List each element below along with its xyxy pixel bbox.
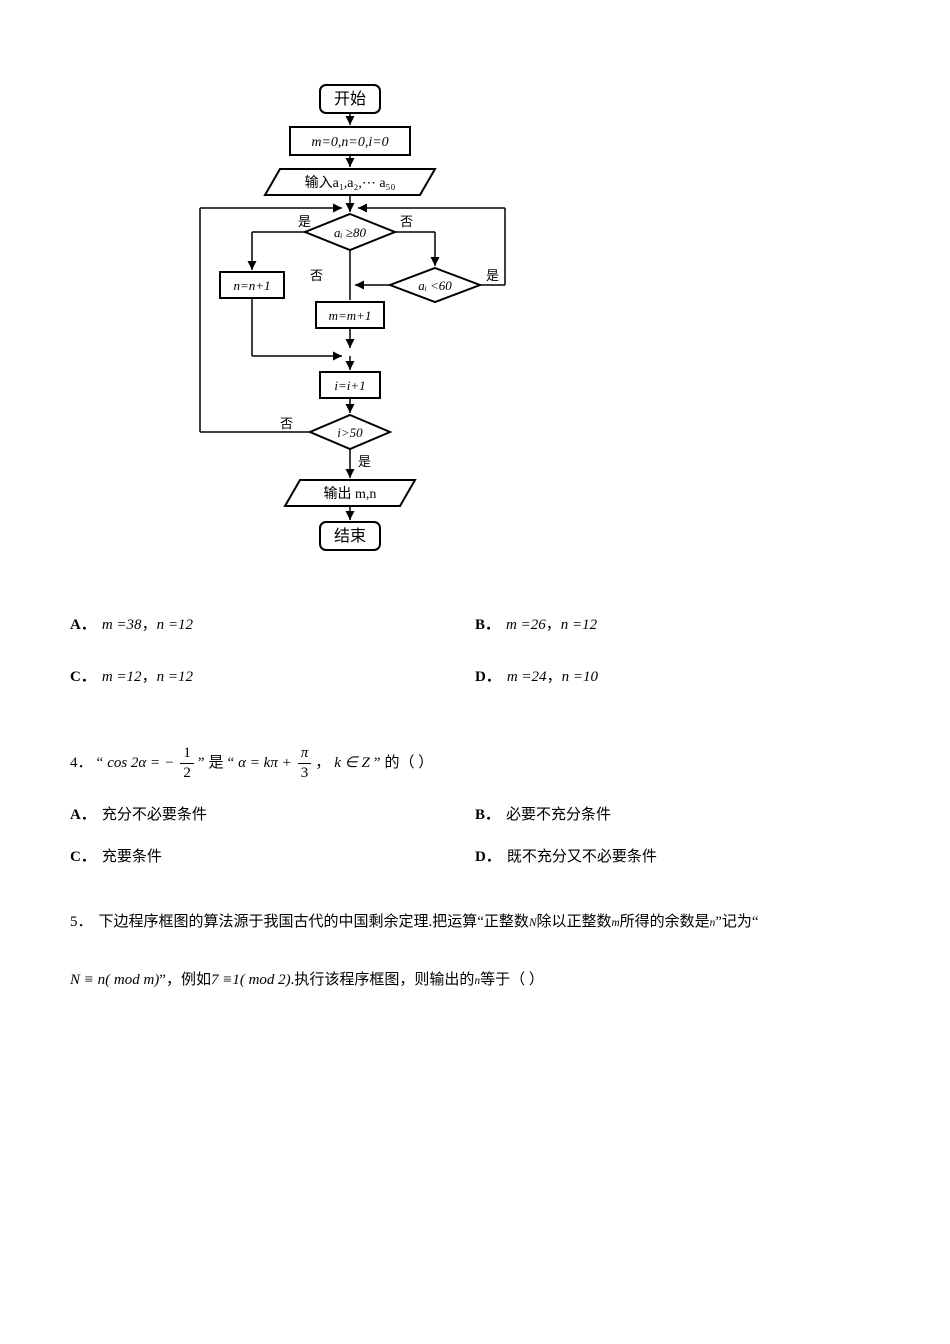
q4-kz: k ∈ Z: [334, 749, 370, 778]
flowchart-figure: 开始 m=0,n=0,i=0 输入a₁,a₂,⋯ a₅₀ aᵢ ≥80 是 n=…: [190, 80, 880, 591]
fc-end: 结束: [334, 527, 366, 545]
fc-i: i=i+1: [334, 378, 365, 393]
q3-d-n: n =10: [562, 663, 598, 692]
opt-label-c: C．: [70, 663, 96, 692]
fc-output: 输出 m,n: [324, 486, 377, 502]
q5-t4: ”记为“: [715, 908, 758, 937]
q3-b-n: n =12: [561, 611, 597, 640]
q3-a-n: n =12: [157, 611, 193, 640]
q4-option-a: A．充分不必要条件: [70, 801, 475, 830]
q5-t2: 除以正整数: [536, 908, 611, 937]
opt-label-d: D．: [475, 663, 501, 692]
q3-option-a: A． m =38 ， n =12: [70, 611, 475, 640]
q4-option-c: C．充要条件: [70, 843, 475, 872]
q4-frac2-den: 3: [298, 764, 312, 781]
q4-rquote2: ”: [374, 749, 381, 778]
q5-t6: .执行该程序框图，则输出的: [291, 966, 475, 995]
q5-number: 5．: [70, 908, 93, 937]
fc-start: 开始: [334, 90, 366, 108]
q5-N: N: [529, 913, 537, 934]
q5-t1: 下边程序框图的算法源于我国古代的中国剩余定理.把运算“正整数: [99, 908, 529, 937]
q3-d-m: m =24: [507, 663, 547, 692]
q3-options: A． m =38 ， n =12 B． m =26 ， n =12 C． m =…: [70, 611, 880, 716]
fc-yes3: 是: [358, 454, 371, 469]
fc-yes1: 是: [298, 214, 311, 229]
q4-option-b: B．必要不充分条件: [475, 801, 880, 830]
fc-init: m=0,n=0,i=0: [311, 135, 388, 150]
fc-m: m=m+1: [329, 308, 372, 323]
q4-alpha: α = kπ +: [238, 749, 292, 778]
q4-neg: −: [164, 749, 174, 778]
q4-tail: 的（ ）: [385, 749, 434, 778]
fc-no1: 否: [400, 214, 413, 229]
q4-number: 4．: [70, 749, 93, 778]
fc-no3: 否: [280, 416, 293, 431]
q4-stem: 4． “ cos 2α = − 1 2 ” 是 “ α = kπ + π 3 ，…: [70, 746, 880, 781]
fc-cond2: aᵢ <60: [418, 278, 452, 293]
fc-n: n=n+1: [233, 278, 270, 293]
q5-stem: 5． 下边程序框图的算法源于我国古代的中国剩余定理.把运算“正整数 N 除以正整…: [70, 908, 880, 995]
q5-m: m: [611, 913, 619, 934]
opt-label-a: A．: [70, 611, 96, 640]
q4-cos: cos 2α =: [107, 749, 160, 778]
q3-a-m: m =38: [102, 611, 142, 640]
q4-frac2-num: π: [298, 746, 312, 764]
q5-line2: N ≡ n( mod m) ”，例如 7 ≡1( mod 2) .执行该程序框图…: [70, 966, 880, 995]
q3-option-d: D． m =24 ， n =10: [475, 663, 880, 692]
q5-expr2: 7 ≡1( mod 2): [211, 966, 291, 995]
q4-is: 是: [208, 749, 223, 778]
q4-lquote1: “: [97, 749, 104, 778]
fc-cond1: aᵢ ≥80: [334, 225, 366, 240]
q4-frac1-den: 2: [180, 764, 194, 781]
q4-rquote1: ”: [198, 749, 205, 778]
q4-frac2: π 3: [298, 746, 312, 781]
flowchart-svg: 开始 m=0,n=0,i=0 输入a₁,a₂,⋯ a₅₀ aᵢ ≥80 是 n=…: [190, 80, 530, 580]
opt-label-b: B．: [475, 611, 500, 640]
q5-t3: 所得的余数是: [620, 908, 710, 937]
fc-yes2: 是: [486, 268, 499, 283]
q3-c-m: m =12: [102, 663, 142, 692]
q4-option-d: D．既不充分又不必要条件: [475, 843, 880, 872]
fc-no2: 否: [310, 268, 323, 283]
fc-cond3: i>50: [337, 425, 363, 440]
q3-option-b: B． m =26 ， n =12: [475, 611, 880, 640]
q5-t5: ”，例如: [159, 966, 211, 995]
q5-t7: 等于（ ）: [480, 966, 544, 995]
q5-line1: 5． 下边程序框图的算法源于我国古代的中国剩余定理.把运算“正整数 N 除以正整…: [70, 908, 880, 937]
fc-input: 输入a₁,a₂,⋯ a₅₀: [305, 175, 396, 191]
q5-expr1: N ≡ n( mod m): [70, 966, 159, 995]
q4-lquote2: “: [228, 749, 235, 778]
q3-b-m: m =26: [506, 611, 546, 640]
q3-c-n: n =12: [157, 663, 193, 692]
q4-frac1-num: 1: [180, 746, 194, 764]
q4-comma: ，: [315, 749, 330, 778]
q4-options: A．充分不必要条件 B．必要不充分条件 C．充要条件 D．既不充分又不必要条件: [70, 801, 880, 886]
q3-option-c: C． m =12 ， n =12: [70, 663, 475, 692]
q4-frac1: 1 2: [180, 746, 194, 781]
